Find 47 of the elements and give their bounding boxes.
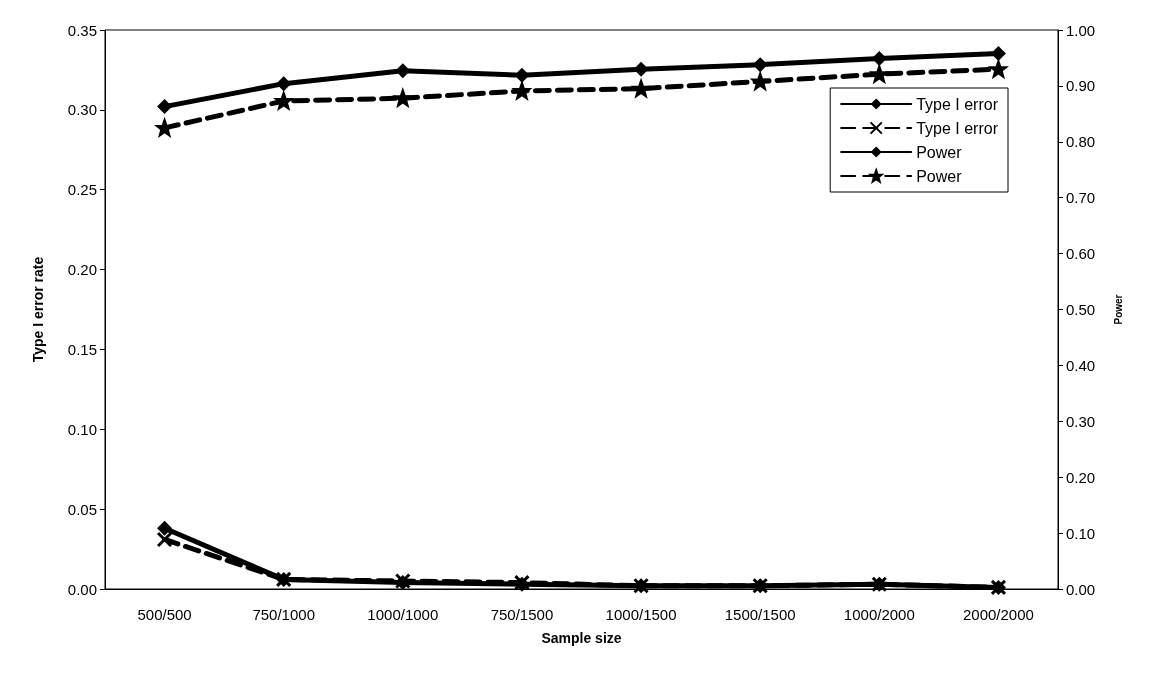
point [869,65,890,85]
point [154,117,173,138]
x-tick-label: 500/500 [137,606,192,623]
y-tick-label: 0.00 [67,580,97,598]
y2-tick-label: 0.30 [1066,412,1096,430]
y-axis-title: Type I error rate [30,256,46,363]
y-tick-label: 0.10 [67,420,97,438]
point [273,90,294,111]
y-tick-label: 0.35 [67,21,97,39]
y-tick-label: 0.30 [67,101,97,119]
legend-label: Power [916,167,963,185]
legend-label: Type I error [916,119,999,137]
y2-tick-label: 0.80 [1066,133,1096,151]
x-tick-label: 1000/2000 [843,606,915,623]
point [157,99,173,115]
y-tick-label: 0.05 [67,500,97,518]
point [988,60,1009,80]
y2-tick-label: 0.70 [1066,189,1096,207]
y2-tick-label: 1.00 [1066,21,1096,39]
point [990,45,1006,61]
y-tick-label: 0.20 [67,261,97,279]
point [395,63,411,79]
y2-tick-label: 0.20 [1066,468,1096,486]
y2-tick-label: 0.90 [1066,77,1096,95]
x-tick-label: 750/1000 [252,606,315,623]
x-tick-label: 1000/1000 [367,606,439,623]
y-tick-label: 0.25 [67,181,97,199]
point [514,67,530,83]
y-tick-label: 0.15 [67,340,97,358]
y2-tick-label: 0.60 [1066,245,1096,263]
x-tick-label: 2000/2000 [962,606,1034,623]
point [156,531,173,548]
point [752,57,768,73]
x-tick-label: 750/1500 [490,606,554,623]
y2-tick-label: 0.00 [1066,580,1096,598]
point [157,520,173,536]
y2-axis-title: Power [1112,294,1124,325]
y2-tick-label: 0.50 [1066,301,1096,318]
y2-tick-label: 0.40 [1066,356,1096,374]
legend-label: Type I error [916,95,999,113]
legend-label: Power [916,143,963,161]
x-tick-label: 1000/1500 [605,606,677,623]
x-axis-title: Sample size [541,630,622,646]
y2-tick-label: 0.10 [1066,524,1096,542]
point [276,76,292,92]
x-tick-label: 1500/1500 [724,606,796,623]
point [871,51,887,67]
